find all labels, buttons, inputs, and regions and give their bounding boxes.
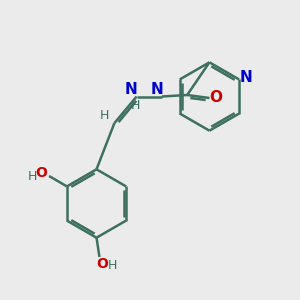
- Text: H: H: [100, 109, 110, 122]
- Text: N: N: [150, 82, 163, 98]
- Text: H: H: [107, 260, 117, 272]
- Text: O: O: [209, 91, 223, 106]
- Text: O: O: [36, 166, 48, 180]
- Text: H: H: [28, 169, 38, 182]
- Text: N: N: [125, 82, 138, 98]
- Text: N: N: [239, 70, 252, 86]
- Text: O: O: [97, 257, 108, 272]
- Text: H: H: [130, 99, 140, 112]
